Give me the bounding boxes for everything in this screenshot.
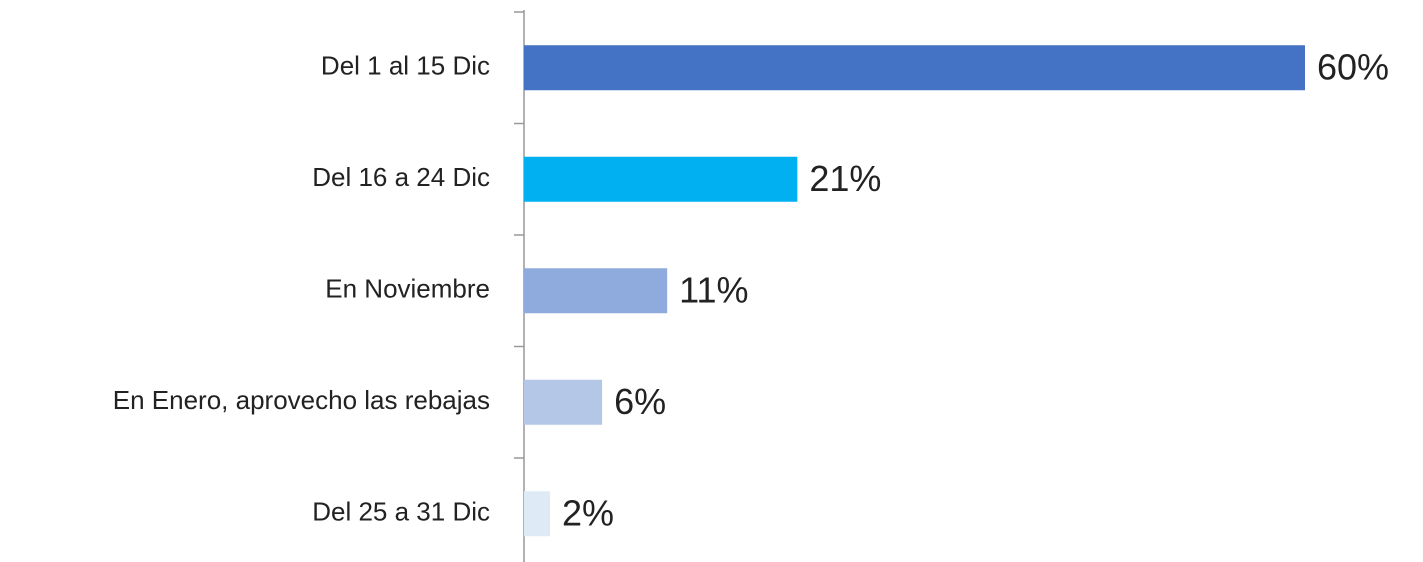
bar bbox=[524, 379, 603, 425]
value-label: 60% bbox=[1317, 46, 1389, 87]
bar bbox=[524, 268, 668, 314]
value-label: 21% bbox=[809, 158, 881, 199]
bar bbox=[524, 491, 551, 537]
category-label: Del 1 al 15 Dic bbox=[321, 51, 490, 81]
value-label: 6% bbox=[614, 381, 666, 422]
category-label: Del 16 a 24 Dic bbox=[312, 162, 490, 192]
category-label: En Noviembre bbox=[325, 274, 490, 304]
category-label: En Enero, aprovecho las rebajas bbox=[113, 385, 490, 415]
bar bbox=[524, 45, 1305, 91]
value-label: 11% bbox=[679, 269, 748, 310]
bar bbox=[524, 156, 798, 202]
value-label: 2% bbox=[562, 492, 614, 533]
category-label: Del 25 a 31 Dic bbox=[312, 497, 490, 527]
